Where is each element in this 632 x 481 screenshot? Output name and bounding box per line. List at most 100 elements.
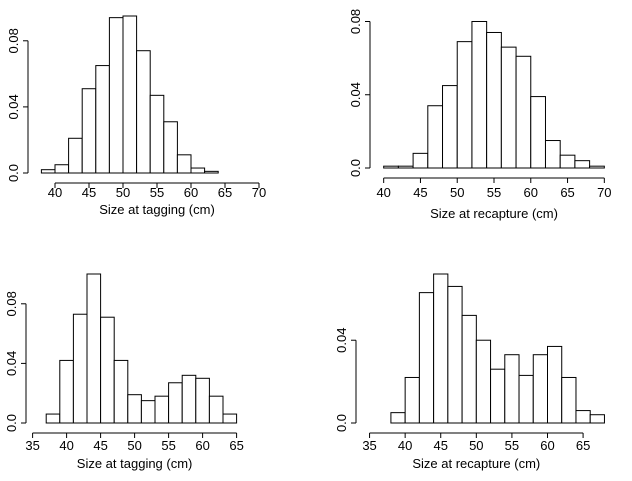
y-tick-label: 0.04 bbox=[348, 82, 363, 107]
x-tick-label: 60 bbox=[540, 438, 554, 453]
histogram-bar bbox=[222, 413, 238, 424]
x-tick-label: 40 bbox=[48, 185, 62, 200]
x-tick-label: 55 bbox=[487, 185, 501, 200]
histogram-bar bbox=[504, 354, 520, 424]
histogram-bar bbox=[461, 314, 477, 424]
histogram-bar bbox=[442, 85, 458, 169]
histogram-bar bbox=[589, 414, 605, 424]
histogram-bar bbox=[456, 41, 473, 169]
histogram-bar bbox=[397, 165, 414, 169]
x-tick-label: 45 bbox=[434, 438, 448, 453]
histogram-bar bbox=[486, 31, 502, 169]
x-tick-label: 35 bbox=[25, 438, 39, 453]
x-axis-label: Size at tagging (cm) bbox=[77, 456, 193, 471]
x-tick-label: 65 bbox=[229, 438, 243, 453]
histogram-bar bbox=[127, 394, 142, 424]
x-tick-label: 50 bbox=[127, 438, 141, 453]
panel-size-at-tagging-2: 35 40 45 50 55 60 65 Size at tagging (cm) 0.0 0.0… bbox=[4, 273, 244, 471]
x-axis-label: Size at recapture (cm) bbox=[412, 456, 540, 471]
x-tick-label: 40 bbox=[398, 438, 412, 453]
x-axis-label: Size at tagging (cm) bbox=[99, 202, 215, 217]
histogram-bar bbox=[433, 273, 449, 424]
histogram-bar bbox=[404, 376, 420, 424]
panel-size-at-recapture-1: 40 45 50 55 60 65 70 Size at recapture (cm) 0.0 0… bbox=[348, 9, 612, 221]
x-tick-label: 70 bbox=[252, 185, 266, 200]
histogram-bar bbox=[418, 292, 435, 424]
y-tick-label: 0.0 bbox=[348, 159, 363, 177]
histogram-bar bbox=[40, 169, 56, 174]
histogram-bar bbox=[518, 374, 534, 424]
x-tick-label: 65 bbox=[576, 438, 590, 453]
y-tick-label: 0.08 bbox=[348, 9, 363, 34]
x-tick-label: 40 bbox=[59, 438, 73, 453]
y-tick-label: 0.04 bbox=[6, 94, 21, 119]
panel-size-at-recapture-2: 35 40 45 50 55 60 65 Size at recapture (cm) 0.0 0… bbox=[334, 273, 605, 471]
histogram-bar bbox=[140, 400, 156, 424]
x-tick-label: 55 bbox=[505, 438, 519, 453]
x-tick-label: 70 bbox=[597, 185, 611, 200]
histogram-bar bbox=[530, 96, 546, 169]
x-tick-label: 35 bbox=[362, 438, 376, 453]
histogram-bar bbox=[208, 395, 224, 424]
x-tick-label: 55 bbox=[161, 438, 175, 453]
x-tick-label: 65 bbox=[560, 185, 574, 200]
y-tick-label: 0.0 bbox=[4, 414, 19, 432]
y-tick-label: 0.04 bbox=[334, 328, 349, 353]
histogram-bar bbox=[154, 395, 170, 424]
y-tick-label: 0.08 bbox=[6, 28, 21, 53]
histogram-bar bbox=[45, 413, 61, 424]
y-tick-label: 0.08 bbox=[4, 291, 19, 316]
histogram-bar bbox=[515, 55, 532, 169]
panel-size-at-tagging-1: 40 45 50 55 60 65 70 Size at tagging (cm) 0.0 0.0… bbox=[6, 15, 266, 217]
x-tick-label: 45 bbox=[93, 438, 107, 453]
histogram-bar bbox=[204, 170, 219, 174]
x-tick-label: 55 bbox=[150, 185, 164, 200]
histogram-bar bbox=[68, 137, 83, 174]
histogram-bar bbox=[574, 160, 591, 169]
histogram-bar bbox=[475, 339, 492, 424]
histogram-bar bbox=[122, 15, 138, 174]
x-tick-label: 45 bbox=[413, 185, 427, 200]
x-tick-label: 60 bbox=[195, 438, 209, 453]
histogram-bar bbox=[532, 354, 549, 424]
x-tick-label: 50 bbox=[116, 185, 130, 200]
x-tick-label: 50 bbox=[469, 438, 483, 453]
y-tick-label: 0.0 bbox=[334, 414, 349, 432]
histogram-bar bbox=[190, 167, 206, 174]
histogram-bar bbox=[544, 140, 561, 169]
y-tick-label: 0.04 bbox=[4, 351, 19, 376]
histogram-bar bbox=[149, 94, 165, 174]
histogram-bar bbox=[108, 17, 124, 174]
x-tick-label: 50 bbox=[450, 185, 464, 200]
histogram-bar bbox=[412, 152, 429, 169]
histogram-bar bbox=[195, 377, 210, 424]
histogram-bar bbox=[163, 121, 178, 174]
histogram-bar bbox=[490, 368, 506, 424]
histogram-bar bbox=[559, 154, 576, 169]
histogram-bar bbox=[81, 88, 97, 174]
histogram-bar bbox=[471, 20, 488, 169]
histogram-bar bbox=[547, 345, 563, 424]
histogram-bar bbox=[575, 410, 591, 424]
x-tick-label: 65 bbox=[218, 185, 232, 200]
histogram-bar bbox=[95, 65, 110, 174]
histogram-bar bbox=[72, 313, 88, 424]
histogram-bar bbox=[447, 285, 463, 424]
x-tick-label: 40 bbox=[376, 185, 390, 200]
x-tick-label: 45 bbox=[82, 185, 96, 200]
histogram-bar bbox=[427, 105, 444, 169]
histogram-bar bbox=[168, 382, 183, 424]
x-tick-label: 60 bbox=[184, 185, 198, 200]
y-tick-label: 0.0 bbox=[6, 164, 21, 182]
histogram-bar bbox=[383, 165, 399, 169]
histogram-bar bbox=[589, 165, 605, 169]
histogram-bar bbox=[500, 46, 517, 169]
histogram-bar bbox=[390, 412, 406, 424]
histogram-bar bbox=[136, 50, 151, 174]
histogram-bar bbox=[561, 376, 577, 424]
x-tick-label: 60 bbox=[524, 185, 538, 200]
histogram-bar bbox=[59, 359, 74, 424]
histogram-bar bbox=[100, 316, 115, 424]
histogram-bar bbox=[86, 273, 102, 424]
